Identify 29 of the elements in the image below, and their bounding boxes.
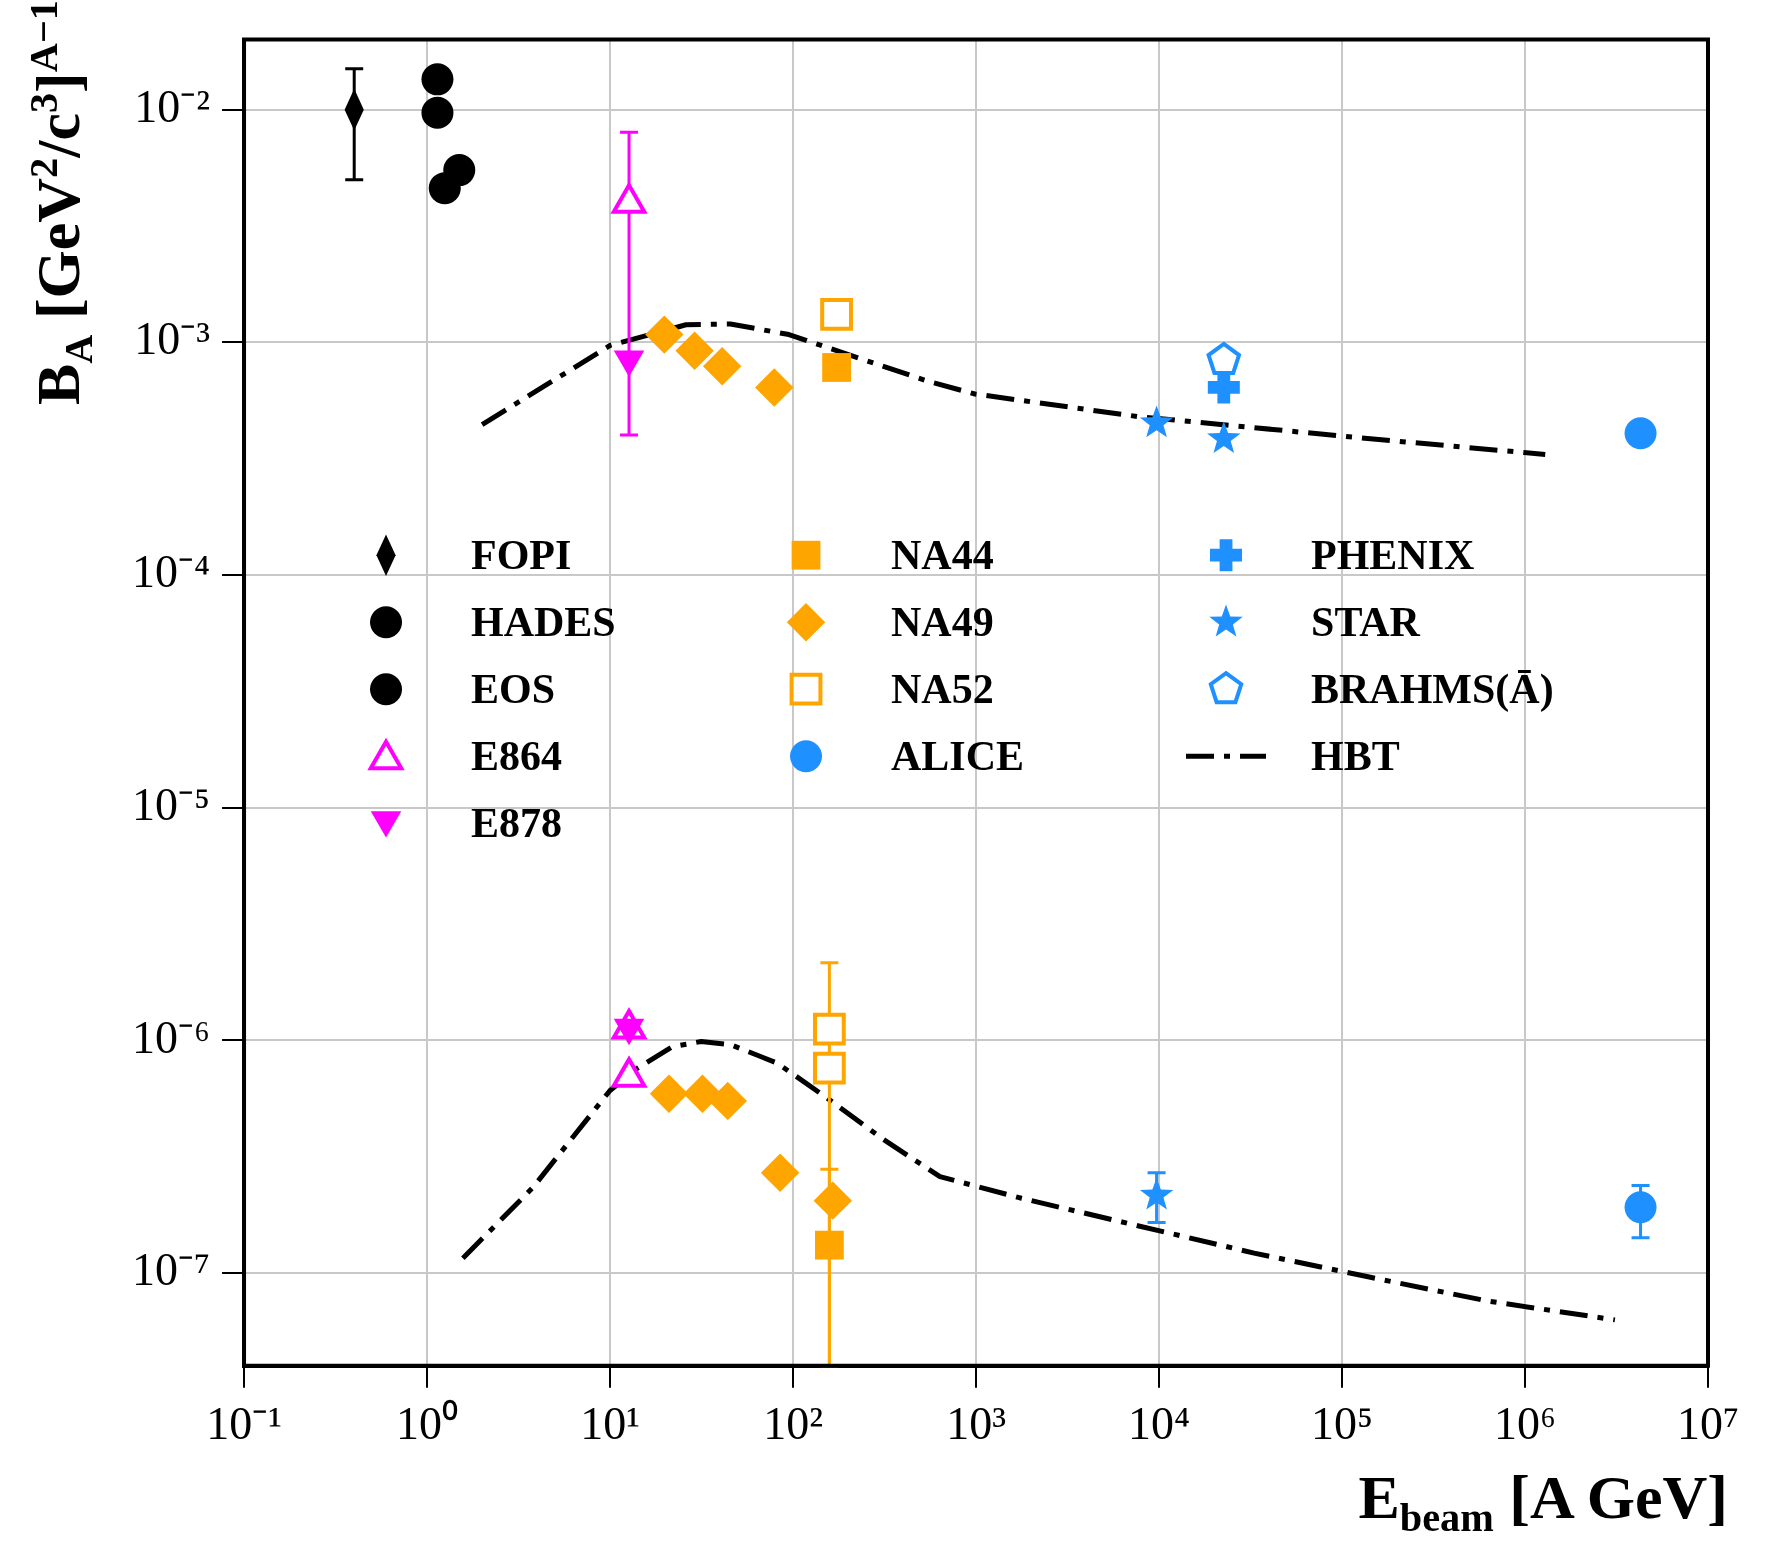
- legend-label: E878: [471, 800, 563, 847]
- x-tick-label: 10⁻¹: [206, 1398, 282, 1450]
- y-tick-label: 10⁻⁷: [131, 1244, 211, 1296]
- legend-label: FOPI: [471, 532, 572, 579]
- y-tick-label: 10⁻⁶: [131, 1011, 211, 1063]
- legend-label: EOS: [471, 666, 556, 713]
- legend-label: NA52: [891, 666, 994, 713]
- legend-label: ALICE: [891, 733, 1025, 780]
- x-tick-label: 10³: [946, 1398, 1006, 1450]
- legend-label: E864: [471, 733, 563, 780]
- x-tick-label: 10⁴: [1127, 1398, 1191, 1450]
- x-tick-label: 10⁶: [1493, 1398, 1557, 1450]
- legend-label: HBT: [1311, 733, 1400, 780]
- legend-label: BRAHMS(Ā): [1311, 666, 1554, 714]
- y-tick-label: 10⁻³: [134, 313, 211, 365]
- legend-label: STAR: [1311, 599, 1421, 646]
- legend-label: NA49: [891, 599, 994, 646]
- x-tick-label: 10⁷: [1676, 1398, 1740, 1450]
- legend-label: NA44: [891, 532, 994, 579]
- legend-label: PHENIX: [1311, 532, 1475, 579]
- x-tick-label: 10⁵: [1310, 1398, 1374, 1450]
- x-tick-label: 10¹: [580, 1398, 640, 1450]
- y-tick-label: 10⁻⁵: [131, 778, 211, 830]
- y-tick-label: 10⁻²: [134, 80, 211, 132]
- x-tick-label: 10⁰: [396, 1398, 459, 1450]
- x-tick-label: 10²: [763, 1398, 823, 1450]
- y-tick-label: 10⁻⁴: [131, 546, 211, 598]
- x-axis-title: E$_{beam}$ [A GeV]: [1358, 1461, 1728, 1541]
- legend-label: HADES: [471, 599, 616, 646]
